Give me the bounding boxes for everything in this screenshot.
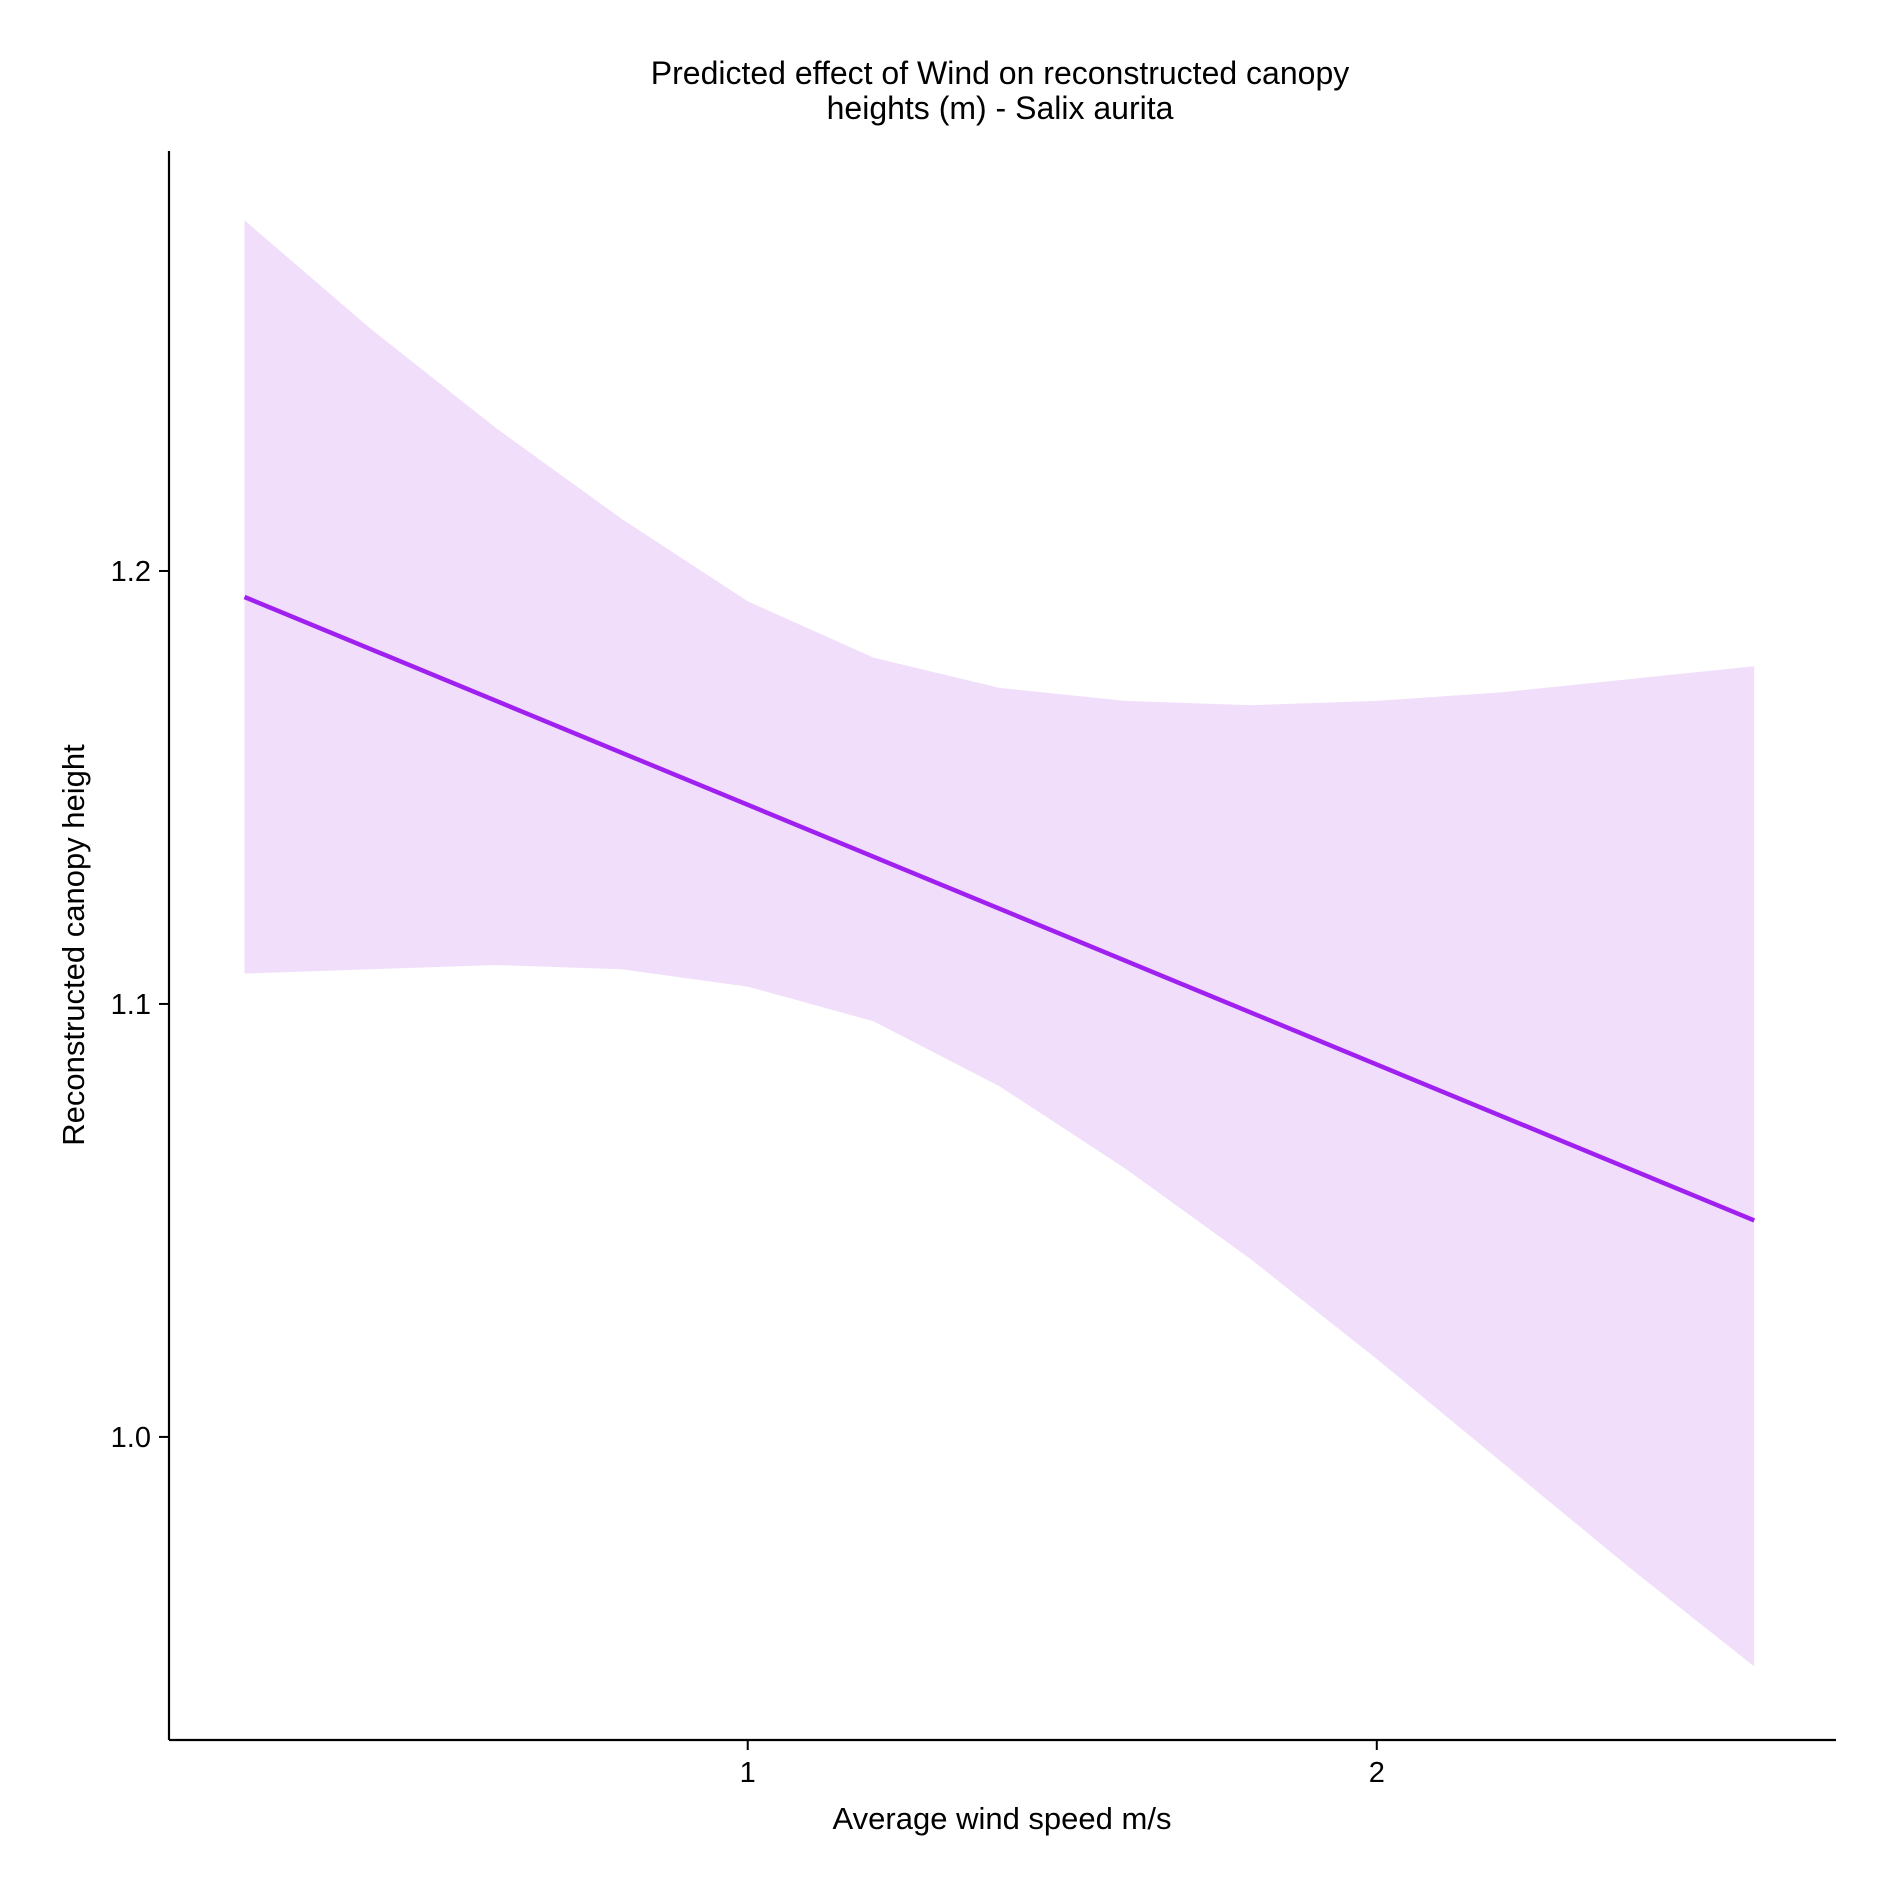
axes [167, 151, 1836, 1742]
y-tick-label: 1.1 [111, 989, 151, 1021]
confidence-band [244, 220, 1755, 1667]
y-ticks: 1.0 1.1 1.2 [111, 556, 169, 1454]
chart-title-line-2: heights (m) - Salix aurita [827, 90, 1174, 126]
confidence-band-layer [244, 220, 1755, 1667]
y-tick-label: 1.2 [111, 556, 151, 588]
fit-line [243, 594, 1756, 1223]
chart-title-line-1: Predicted effect of Wind on reconstructe… [651, 55, 1349, 91]
y-axis-label: Reconstructed canopy height [56, 744, 91, 1146]
x-axis-label: Average wind speed m/s [833, 1801, 1172, 1836]
fit-line-layer [243, 594, 1756, 1223]
x-tick-label: 2 [1369, 1757, 1385, 1789]
x-tick-label: 1 [740, 1757, 756, 1789]
chart-title: Predicted effect of Wind on reconstructe… [651, 55, 1349, 126]
y-tick-label: 1.0 [111, 1422, 151, 1454]
